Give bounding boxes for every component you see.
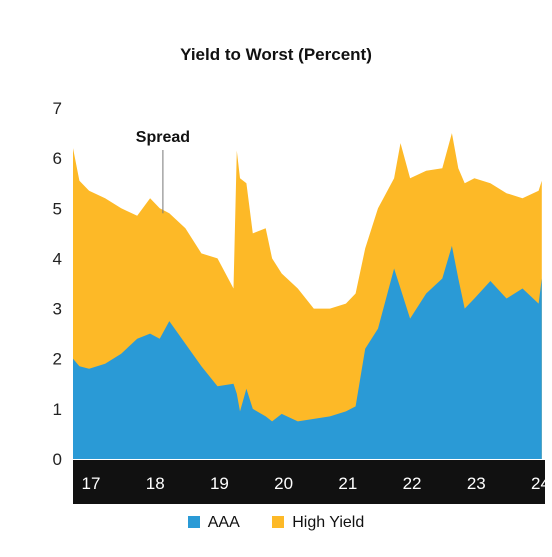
chart-title: Yield to Worst (Percent)	[180, 45, 372, 64]
y-tick-label: 4	[53, 249, 62, 268]
x-tick-label: 18	[146, 474, 165, 493]
legend-item-aaa: AAA	[187, 514, 240, 532]
y-tick-label: 2	[53, 350, 62, 369]
y-tick-label: 5	[53, 199, 62, 218]
x-axis-band	[73, 460, 545, 504]
legend-swatch-aaa	[187, 516, 200, 528]
y-tick-label: 1	[53, 400, 62, 419]
x-tick-label: 21	[338, 474, 357, 493]
x-tick-label: 17	[82, 474, 101, 493]
x-tick-label: 19	[210, 474, 229, 493]
legend-item-high-yield: High Yield	[272, 514, 364, 532]
legend-swatch-high-yield	[272, 516, 285, 528]
y-tick-label: 3	[53, 300, 62, 319]
x-tick-label: 24	[531, 474, 550, 493]
chart-legend: AAA High Yield	[0, 514, 552, 532]
annotation-spread: Spread	[136, 129, 190, 146]
y-tick-label: 0	[53, 450, 62, 469]
series-area-aaa	[73, 245, 542, 459]
x-tick-label: 20	[274, 474, 293, 493]
legend-label-aaa: AAA	[207, 514, 240, 531]
x-tick-label: 22	[403, 474, 422, 493]
y-tick-label: 7	[53, 99, 62, 118]
x-tick-label: 23	[467, 474, 486, 493]
legend-label-high-yield: High Yield	[292, 514, 365, 531]
y-tick-label: 6	[53, 149, 62, 168]
